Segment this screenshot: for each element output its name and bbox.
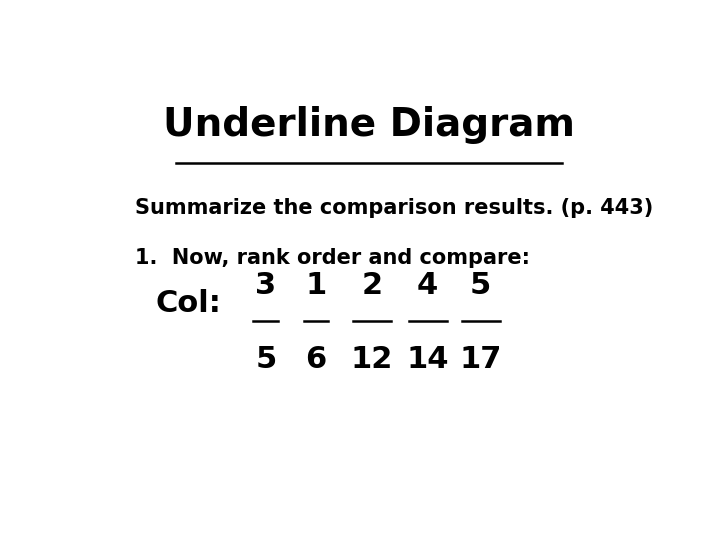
- Text: 12: 12: [351, 346, 393, 374]
- Text: Col:: Col:: [156, 289, 221, 319]
- Text: 5: 5: [470, 271, 491, 300]
- Text: Summarize the comparison results. (p. 443): Summarize the comparison results. (p. 44…: [135, 198, 653, 218]
- Text: 14: 14: [406, 346, 449, 374]
- Text: 3: 3: [255, 271, 276, 300]
- Text: 1: 1: [305, 271, 327, 300]
- Text: 1.  Now, rank order and compare:: 1. Now, rank order and compare:: [135, 248, 530, 268]
- Text: 6: 6: [305, 346, 327, 374]
- Text: 5: 5: [255, 346, 276, 374]
- Text: 4: 4: [417, 271, 438, 300]
- Text: 17: 17: [459, 346, 502, 374]
- Text: Underline Diagram: Underline Diagram: [163, 106, 575, 144]
- Text: 2: 2: [361, 271, 382, 300]
